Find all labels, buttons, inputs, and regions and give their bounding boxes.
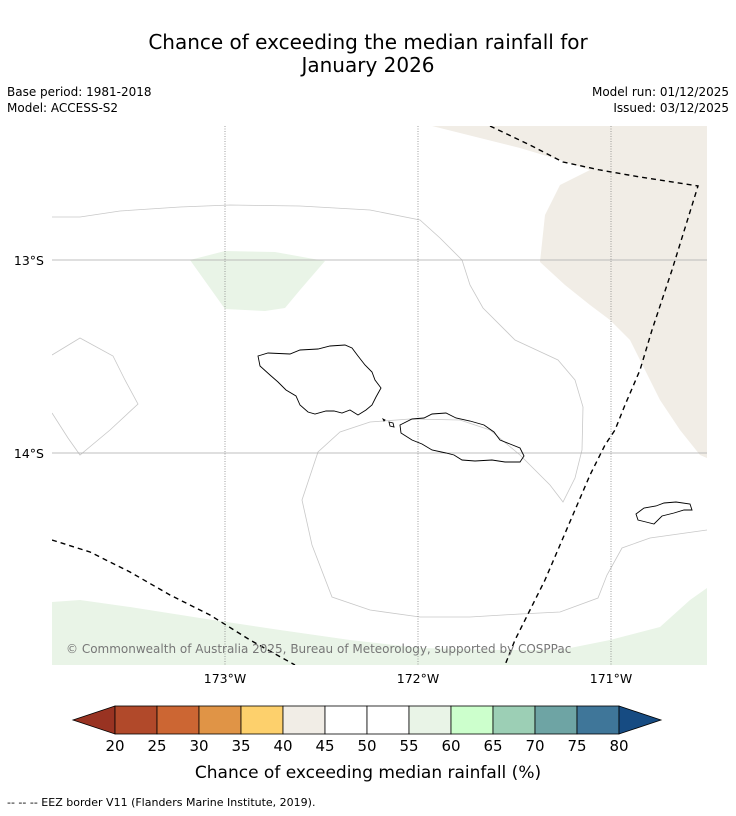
title-line-1: Chance of exceeding the median rainfall … — [148, 30, 588, 54]
copyright-text: © Commonwealth of Australia 2025, Bureau… — [66, 642, 571, 656]
colorbar-tick-label: 55 — [399, 737, 418, 755]
colorbar-tick-label: 45 — [315, 737, 334, 755]
model-text: Model: ACCESS-S2 — [7, 101, 119, 115]
colorbar-swatch — [408, 705, 452, 735]
title-line-2: January 2026 — [301, 53, 435, 77]
colorbar-swatch — [114, 705, 158, 735]
colorbar-tick-label: 50 — [357, 737, 376, 755]
lon-label-173w: 173°W — [204, 671, 246, 686]
axis-labels: 13°S 14°S 173°W 172°W 171°W — [14, 253, 632, 686]
colorbar-tick-label: 65 — [483, 737, 502, 755]
savaii-island — [257, 344, 382, 416]
upolu-island — [399, 412, 525, 463]
meta-left: Base period: 1981-2018 Model: ACCESS-S2 — [7, 84, 152, 116]
colorbar-swatch — [492, 705, 536, 735]
colorbar-tick-label: 20 — [105, 737, 124, 755]
lon-label-171w: 171°W — [590, 671, 632, 686]
issued-text: Issued: 03/12/2025 — [613, 101, 729, 115]
eez-footnote: -- -- -- EEZ border V11 (Flanders Marine… — [7, 796, 316, 809]
colorbar-tick-label: 60 — [441, 737, 460, 755]
colorbar-under-arrow — [71, 705, 116, 735]
chart-title: Chance of exceeding the median rainfall … — [0, 31, 736, 77]
colorbar-swatch — [324, 705, 368, 735]
colorbar-tick-label: 80 — [609, 737, 628, 755]
colorbar-tick-label: 35 — [231, 737, 250, 755]
base-period-text: Base period: 1981-2018 — [7, 85, 152, 99]
eez-borders — [52, 126, 699, 665]
map-area: © Commonwealth of Australia 2025, Bureau… — [52, 126, 707, 665]
colorbar-tick-label: 75 — [567, 737, 586, 755]
apolima-islet — [381, 417, 386, 422]
band-55-60-south — [52, 588, 707, 665]
colorbar-swatch — [534, 705, 578, 735]
colorbar-tick-label: 25 — [147, 737, 166, 755]
manono-islet — [388, 421, 395, 428]
tutuila-island — [635, 501, 693, 525]
contour-lines — [52, 204, 707, 618]
colorbar-swatch — [156, 705, 200, 735]
colorbar-swatch — [450, 705, 494, 735]
lon-label-172w: 172°W — [397, 671, 439, 686]
lat-label-13s: 13°S — [14, 253, 44, 268]
colorbar-tick-label: 30 — [189, 737, 208, 755]
model-run-text: Model run: 01/12/2025 — [591, 85, 729, 99]
colorbar-swatch — [198, 705, 242, 735]
colorbar-tick-label: 70 — [525, 737, 544, 755]
colorbar-swatch — [366, 705, 410, 735]
lat-label-14s: 14°S — [14, 446, 44, 461]
colorbar: 20 25 30 35 40 45 50 55 60 65 70 75 80 — [71, 705, 663, 755]
colorbar-over-arrow — [618, 705, 663, 735]
band-40-45-northeast — [432, 126, 707, 458]
colorbar-swatch — [240, 705, 284, 735]
coastlines — [257, 344, 693, 525]
colorbar-label: Chance of exceeding median rainfall (%) — [195, 763, 541, 783]
colorbar-tick-label: 40 — [273, 737, 292, 755]
band-55-60-north — [190, 251, 325, 311]
graticule — [52, 126, 707, 665]
colorbar-swatch — [282, 705, 326, 735]
meta-right: Model run: 01/12/2025 Issued: 03/12/2025 — [592, 84, 729, 116]
colorbar-swatch — [576, 705, 620, 735]
